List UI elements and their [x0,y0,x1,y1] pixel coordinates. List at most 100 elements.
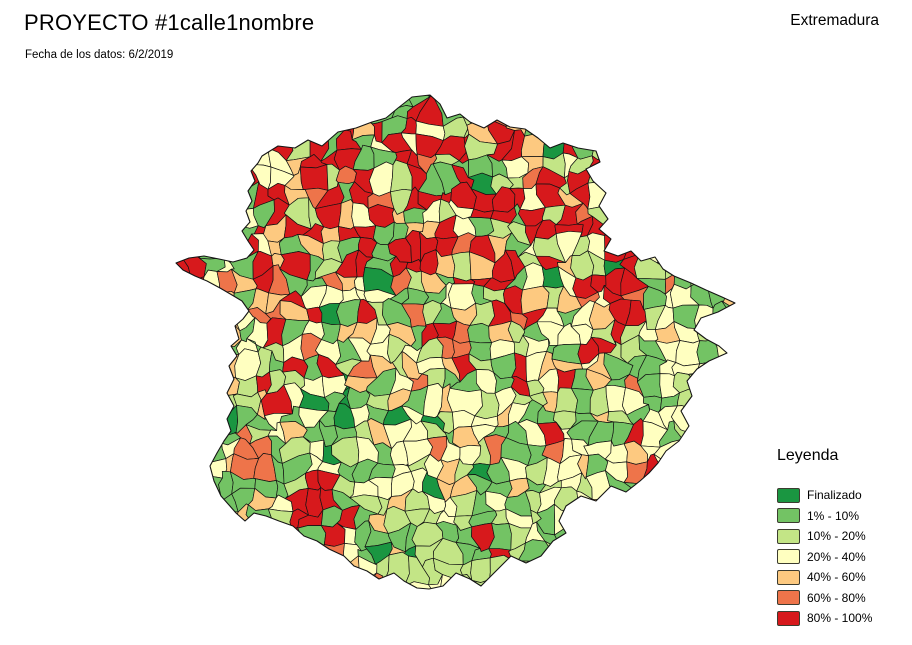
municipality [590,524,619,550]
municipality [176,510,193,536]
municipality [545,558,558,574]
municipality [299,103,323,119]
municipality [585,496,618,516]
municipality [590,544,617,565]
municipality [247,538,273,565]
municipality [752,361,760,380]
municipality [187,148,206,170]
municipality [587,181,615,210]
municipality [619,560,651,580]
municipality [255,560,275,582]
municipality [556,573,579,589]
municipality [568,95,605,109]
municipality [691,511,712,534]
municipality [215,188,239,210]
municipality [180,530,203,551]
municipality [478,95,492,105]
legend-item-label: 20% - 40% [807,549,866,564]
municipality [657,234,679,264]
municipality [215,118,244,141]
municipality [690,529,719,551]
municipality [732,239,735,262]
municipality [730,590,749,615]
municipality [197,118,222,142]
municipality [269,95,294,119]
municipality [637,97,667,122]
municipality [196,96,221,125]
municipality [644,198,666,228]
municipality [611,492,631,516]
municipality [603,135,635,161]
municipality [637,537,665,564]
municipality [671,166,695,190]
municipality [187,95,200,106]
municipality [397,590,425,619]
municipality [604,572,629,589]
municipality [658,223,681,246]
municipality [689,95,713,101]
municipality [485,100,513,127]
municipality [598,95,615,100]
municipality [247,97,276,119]
municipality [218,521,238,551]
municipality [713,218,735,243]
municipality [730,201,735,229]
municipality [451,251,472,282]
municipality [179,562,205,582]
legend-swatch [777,487,800,503]
municipality [604,223,631,237]
municipality [176,470,190,499]
legend-item: 1% - 10% [777,508,911,523]
municipality [470,100,492,124]
legend-swatch [777,610,800,626]
municipality [664,471,678,500]
municipality [687,420,713,448]
municipality [708,369,735,389]
legend-swatch [777,549,800,564]
municipality [243,112,276,141]
municipality [216,592,236,614]
municipality [509,95,527,106]
municipality [659,97,679,121]
municipality [572,98,601,127]
municipality [424,574,443,589]
municipality [176,198,188,226]
municipality [176,321,185,347]
municipality [507,575,529,589]
municipality [743,253,770,278]
municipality [660,575,681,589]
municipality [706,383,730,414]
municipality [611,505,623,533]
municipality [677,539,702,570]
municipality [317,572,342,589]
legend-item: 60% - 80% [777,590,911,605]
municipality [730,149,735,169]
municipality [721,319,735,346]
municipality [639,118,667,141]
municipality [603,544,637,567]
municipality [299,110,329,142]
municipality [180,508,202,534]
municipality [637,169,667,196]
municipality [489,572,514,589]
municipality [285,594,304,609]
municipality [647,601,667,617]
municipality [708,209,735,225]
municipality [674,224,702,246]
municipality [439,596,458,615]
municipality [591,131,609,161]
municipality [740,572,769,595]
municipality [297,525,327,551]
municipality [726,276,735,294]
municipality [745,164,764,189]
municipality [692,591,719,617]
municipality [382,583,405,589]
municipality [673,470,694,495]
municipality [417,95,438,98]
municipality [745,146,764,168]
legend-item: 20% - 40% [777,549,911,564]
municipality [721,300,735,331]
municipality [619,574,652,589]
municipality [600,560,632,580]
municipality [721,384,735,413]
